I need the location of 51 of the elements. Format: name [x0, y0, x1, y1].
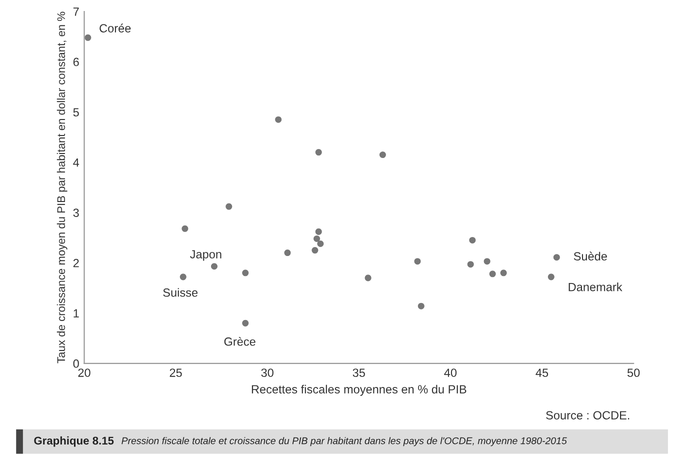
point [317, 240, 324, 248]
x-tick-label: 40 [444, 368, 457, 377]
y-tick-label: 3 [73, 208, 79, 217]
point [226, 203, 232, 210]
y-tick-label: 5 [73, 108, 79, 116]
point [275, 116, 282, 123]
point [467, 261, 474, 268]
point [210, 263, 218, 270]
x-tick-label: 25 [170, 368, 182, 377]
x-axis-title: Recettes fiscales moyennes en % du PIB [252, 384, 466, 396]
x-tick-label: 20 [78, 368, 90, 377]
point [84, 34, 92, 41]
y-axis-title: Taux de croissance moyen du PIB par habitant en dollar constant, en % [56, 12, 68, 364]
point [553, 254, 560, 261]
y-tick-label: 0 [73, 359, 79, 368]
annotation: Grèce [224, 336, 256, 346]
x-tick-label: 45 [536, 368, 548, 377]
annotation: Suisse [163, 288, 198, 297]
x-tick-label: 30 [261, 368, 274, 377]
point [379, 152, 386, 158]
y-tick-label: 6 [73, 58, 79, 66]
point [414, 258, 421, 265]
source-note: Source : OCDE. [546, 411, 630, 420]
text: Pression fiscale totale et croissance du PIB par habitant dans les pays de l'OCDE, moyenne 1980-2015 [122, 437, 567, 446]
point [489, 270, 496, 278]
y-tick-label: 4 [73, 158, 80, 167]
point [364, 274, 372, 282]
point [182, 225, 188, 232]
point [242, 270, 249, 276]
y-tick-label: 2 [73, 258, 79, 268]
point [242, 320, 249, 326]
point [500, 270, 507, 276]
text: Graphique 8.15 [34, 436, 114, 447]
x-tick-label: 50 [627, 368, 640, 377]
point [548, 274, 554, 280]
point [312, 247, 318, 254]
y-tick-label: 7 [73, 8, 79, 16]
x-tick-label: 35 [352, 368, 365, 377]
annotation: Suède [574, 252, 607, 260]
annotation: Danemark [568, 282, 622, 292]
point [284, 250, 291, 256]
point [315, 149, 322, 156]
point [180, 274, 186, 280]
point [469, 236, 476, 244]
point [484, 258, 490, 265]
annotation: Japon [190, 250, 222, 261]
y-tick-label: 1 [74, 309, 79, 318]
point [314, 235, 320, 242]
point [418, 302, 424, 310]
annotation: Corée [100, 24, 131, 32]
point [315, 228, 322, 235]
